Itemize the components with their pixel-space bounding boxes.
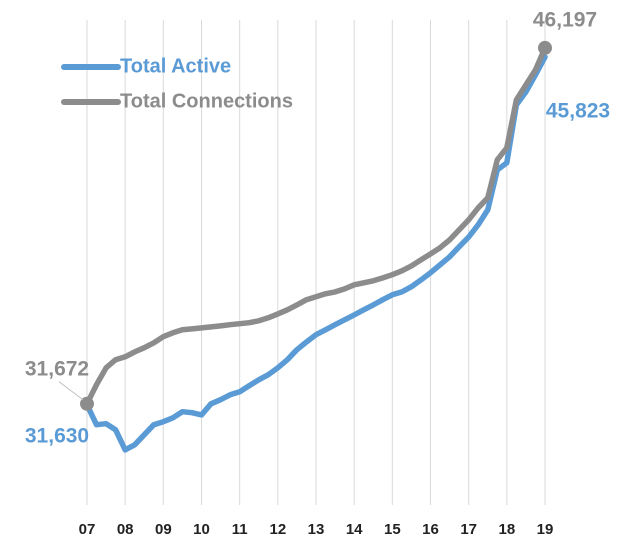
x-tick-label: 15 — [384, 521, 401, 538]
data-label: 31,630 — [25, 424, 89, 447]
data-label: 45,823 — [546, 100, 610, 123]
x-tick-label: 13 — [308, 521, 325, 538]
x-tick-label: 17 — [460, 521, 477, 538]
series-line — [84, 45, 548, 407]
data-label: 46,197 — [533, 8, 597, 31]
x-tick-label: 16 — [422, 521, 439, 538]
x-tick-label: 09 — [155, 521, 172, 538]
x-tick-label: 14 — [346, 521, 363, 538]
x-tick-label: 12 — [269, 521, 286, 538]
data-label: 31,672 — [25, 357, 89, 380]
legend-label: Total Connections — [120, 90, 293, 112]
series-line — [84, 54, 548, 453]
x-tick-label: 08 — [117, 521, 134, 538]
leader-line — [58, 381, 84, 401]
x-tick-label: 11 — [232, 521, 248, 538]
legend-label: Total Active — [120, 55, 231, 77]
point-marker — [80, 396, 94, 411]
x-tick-label: 10 — [193, 521, 210, 538]
point-marker — [538, 40, 552, 55]
x-tick-label: 07 — [79, 521, 96, 538]
x-tick-label: 19 — [537, 521, 554, 538]
x-tick-label: 18 — [498, 521, 515, 538]
